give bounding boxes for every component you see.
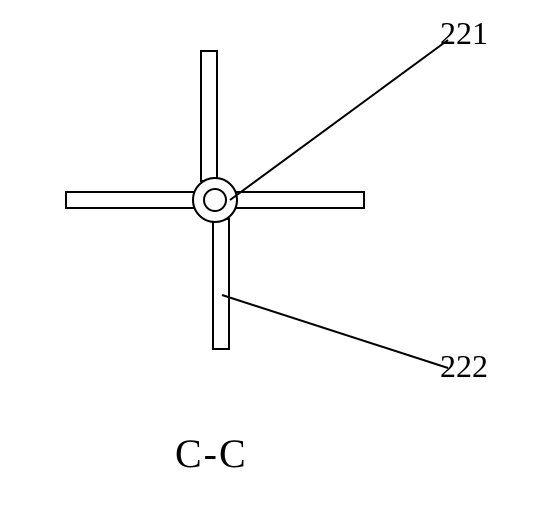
blade-left [66,192,196,208]
callout-label-221: 221 [440,15,488,52]
blade-top [201,51,217,181]
section-label: C-C [175,430,248,477]
leader-line-222 [222,295,448,368]
leader-line-221 [230,40,448,200]
diagram-canvas [0,0,536,508]
blade-bottom [213,219,229,349]
blade-right [234,192,364,208]
callout-label-222: 222 [440,348,488,385]
